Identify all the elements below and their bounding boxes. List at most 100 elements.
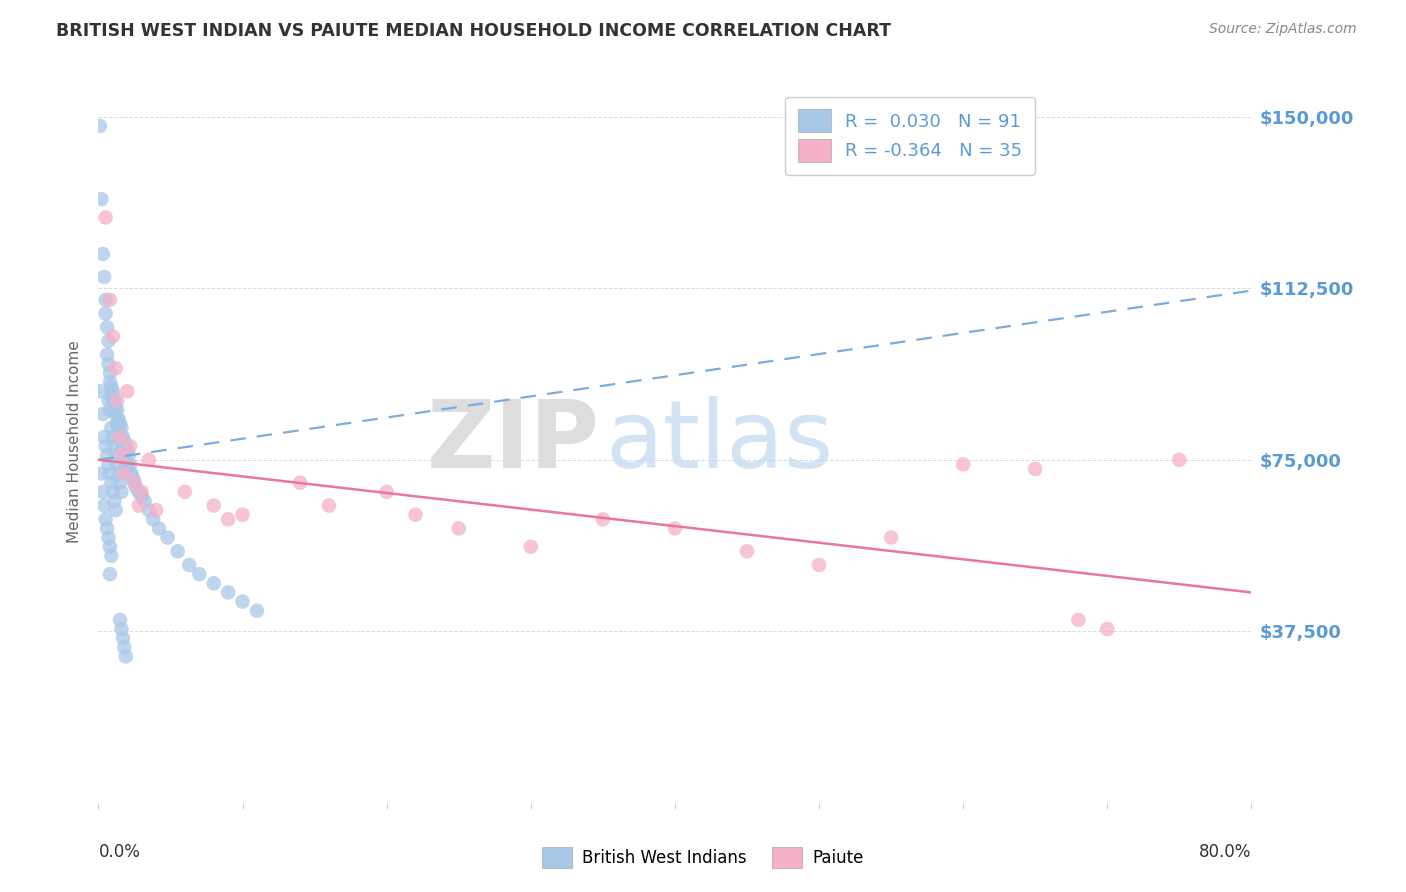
Point bbox=[592, 512, 614, 526]
Text: BRITISH WEST INDIAN VS PAIUTE MEDIAN HOUSEHOLD INCOME CORRELATION CHART: BRITISH WEST INDIAN VS PAIUTE MEDIAN HOU… bbox=[56, 22, 891, 40]
Text: atlas: atlas bbox=[606, 395, 834, 488]
Point bbox=[735, 544, 758, 558]
Point bbox=[1067, 613, 1090, 627]
Point bbox=[101, 329, 124, 343]
Point bbox=[405, 508, 427, 522]
Point bbox=[100, 379, 122, 393]
Point bbox=[290, 475, 312, 490]
Point bbox=[148, 521, 170, 535]
Point bbox=[107, 467, 129, 481]
Point bbox=[103, 393, 125, 408]
Point bbox=[108, 613, 131, 627]
Point bbox=[97, 393, 120, 408]
Point bbox=[110, 484, 132, 499]
Point bbox=[96, 448, 118, 462]
Legend: British West Indians, Paiute: British West Indians, Paiute bbox=[536, 840, 870, 875]
Point bbox=[105, 458, 128, 472]
Point bbox=[202, 576, 225, 591]
Point bbox=[94, 512, 117, 526]
Point bbox=[98, 567, 121, 582]
Point bbox=[97, 357, 120, 371]
Point bbox=[217, 585, 239, 599]
Point bbox=[108, 430, 131, 444]
Point bbox=[100, 549, 122, 563]
Point bbox=[122, 471, 145, 485]
Point bbox=[110, 421, 132, 435]
Text: ZIP: ZIP bbox=[427, 395, 600, 488]
Point bbox=[104, 448, 127, 462]
Point bbox=[117, 462, 139, 476]
Point bbox=[96, 521, 118, 535]
Point bbox=[89, 119, 111, 133]
Point bbox=[138, 503, 160, 517]
Point bbox=[114, 649, 136, 664]
Point bbox=[231, 508, 254, 522]
Text: 0.0%: 0.0% bbox=[98, 843, 141, 861]
Point bbox=[112, 640, 135, 655]
Point bbox=[880, 531, 903, 545]
Point bbox=[121, 467, 143, 481]
Point bbox=[94, 306, 117, 320]
Point bbox=[156, 531, 179, 545]
Point bbox=[108, 416, 131, 430]
Point bbox=[94, 211, 117, 225]
Point bbox=[93, 430, 115, 444]
Point bbox=[1024, 462, 1046, 476]
Point bbox=[103, 439, 125, 453]
Point bbox=[91, 407, 114, 421]
Point bbox=[231, 594, 254, 608]
Point bbox=[375, 484, 398, 499]
Point bbox=[117, 384, 139, 399]
Point bbox=[128, 499, 150, 513]
Point bbox=[174, 484, 197, 499]
Point bbox=[100, 389, 122, 403]
Point bbox=[447, 521, 470, 535]
Point bbox=[97, 531, 120, 545]
Point bbox=[120, 439, 142, 453]
Point bbox=[179, 558, 201, 572]
Point bbox=[202, 499, 225, 513]
Point bbox=[112, 434, 135, 449]
Point bbox=[105, 402, 128, 417]
Point bbox=[131, 484, 153, 499]
Point bbox=[111, 631, 134, 645]
Point bbox=[101, 384, 124, 399]
Point bbox=[90, 467, 112, 481]
Point bbox=[217, 512, 239, 526]
Point bbox=[114, 439, 136, 453]
Point bbox=[1168, 453, 1191, 467]
Point bbox=[100, 421, 122, 435]
Text: Source: ZipAtlas.com: Source: ZipAtlas.com bbox=[1209, 22, 1357, 37]
Point bbox=[89, 384, 111, 399]
Point bbox=[108, 475, 131, 490]
Point bbox=[111, 430, 134, 444]
Point bbox=[98, 293, 121, 307]
Point bbox=[131, 490, 153, 504]
Point bbox=[97, 334, 120, 348]
Point bbox=[91, 484, 114, 499]
Point bbox=[91, 247, 114, 261]
Point bbox=[105, 416, 128, 430]
Point bbox=[117, 443, 139, 458]
Point bbox=[246, 604, 269, 618]
Point bbox=[166, 544, 188, 558]
Point bbox=[808, 558, 831, 572]
Point bbox=[100, 475, 122, 490]
Point bbox=[104, 407, 127, 421]
Point bbox=[90, 192, 112, 206]
Point bbox=[98, 402, 121, 417]
Point bbox=[104, 398, 127, 412]
Point bbox=[112, 448, 135, 462]
Point bbox=[101, 393, 124, 408]
Point bbox=[128, 484, 150, 499]
Point bbox=[93, 269, 115, 284]
Point bbox=[118, 448, 141, 462]
Point bbox=[114, 458, 136, 472]
Point bbox=[142, 512, 165, 526]
Point bbox=[107, 421, 129, 435]
Point bbox=[1097, 622, 1119, 636]
Point bbox=[93, 499, 115, 513]
Point bbox=[96, 320, 118, 334]
Y-axis label: Median Household Income: Median Household Income bbox=[67, 340, 83, 543]
Point bbox=[104, 503, 127, 517]
